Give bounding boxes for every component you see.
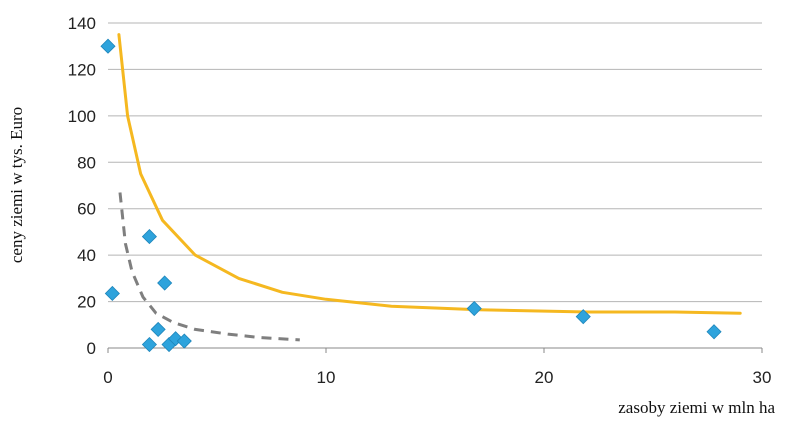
x-axis: 0 10 20 30 xyxy=(103,347,772,387)
data-point-diamond xyxy=(104,285,120,302)
y-tick-label: 20 xyxy=(77,293,96,312)
data-point-diamond xyxy=(141,336,157,353)
y-tick-label: 140 xyxy=(68,14,96,33)
y-tick-label: 120 xyxy=(68,60,96,79)
data-point-diamond xyxy=(157,275,173,291)
solid-trendline xyxy=(117,33,742,315)
data-point-diamond xyxy=(100,38,116,54)
y-axis-title: ceny ziemi w tys. Euro xyxy=(7,107,26,263)
y-tick-label: 40 xyxy=(77,246,96,265)
y-tick-label: 80 xyxy=(77,153,96,172)
x-tick-label: 0 xyxy=(103,368,112,387)
data-point-diamond xyxy=(466,300,482,317)
x-tick-label: 20 xyxy=(535,368,554,387)
data-point-diamond xyxy=(141,229,157,245)
trendlines xyxy=(117,33,742,342)
data-point-diamond xyxy=(575,309,591,325)
y-axis: 0 20 40 60 80 100 120 140 xyxy=(68,14,96,358)
data-point-diamond xyxy=(150,321,166,337)
x-axis-title: zasoby ziemi w mln ha xyxy=(618,398,775,417)
dashed-trendline xyxy=(118,192,300,342)
y-tick-label: 60 xyxy=(77,200,96,219)
y-tick-label: 0 xyxy=(87,339,96,358)
x-tick-label: 30 xyxy=(753,368,772,387)
gridlines xyxy=(108,22,762,349)
x-tick-label: 10 xyxy=(317,368,336,387)
data-point-diamond xyxy=(176,333,192,349)
data-point-diamond xyxy=(706,324,722,340)
y-tick-label: 100 xyxy=(68,107,96,126)
data-points xyxy=(100,38,722,353)
